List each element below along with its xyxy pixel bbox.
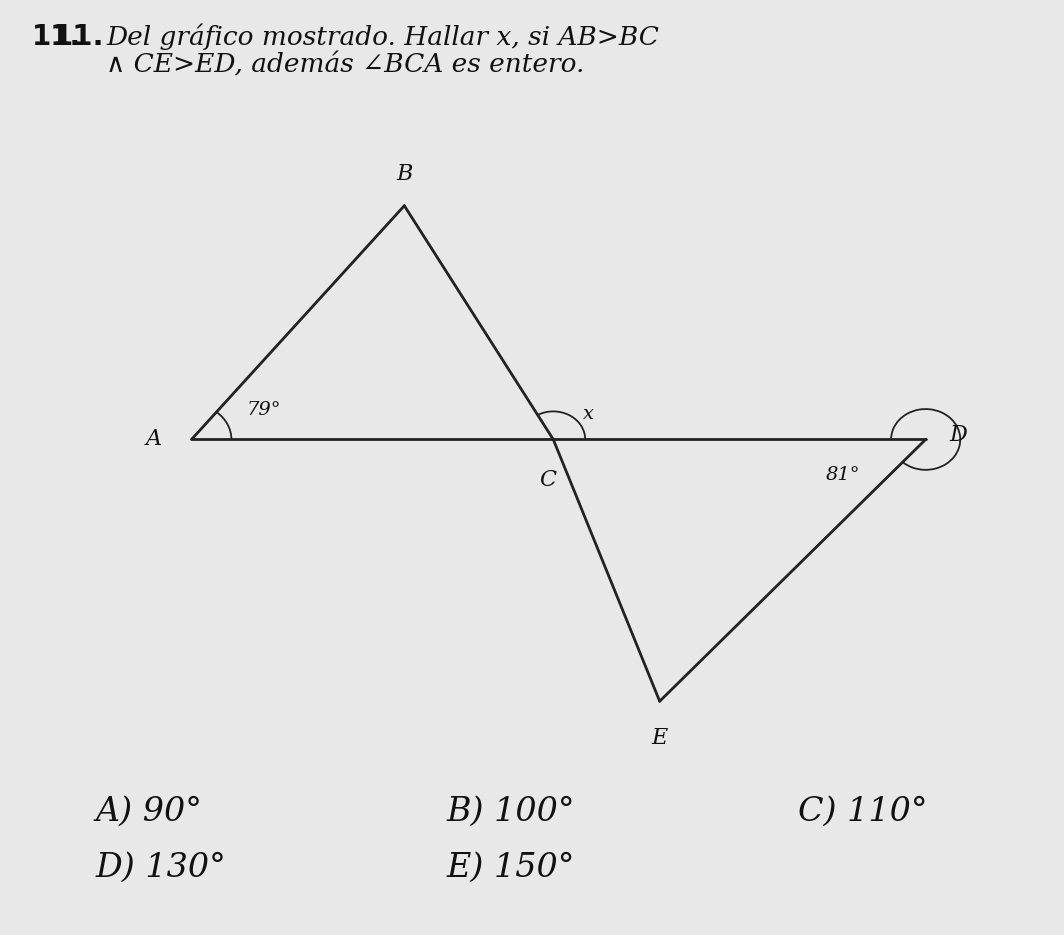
Text: 11.: 11. — [53, 23, 105, 51]
Text: B) 100°: B) 100° — [447, 796, 576, 827]
Text: D) 130°: D) 130° — [96, 852, 227, 884]
Text: A) 90°: A) 90° — [96, 796, 203, 827]
Text: C) 110°: C) 110° — [798, 796, 928, 827]
Text: ∧ CE>ED, además ∠BCA es entero.: ∧ CE>ED, además ∠BCA es entero. — [106, 51, 585, 77]
Text: 81°: 81° — [826, 466, 860, 483]
Text: A: A — [146, 428, 162, 451]
Text: C: C — [539, 469, 556, 492]
Text: 79°: 79° — [247, 401, 281, 419]
Text: E: E — [651, 727, 668, 750]
Text: 11.: 11. — [32, 23, 81, 51]
Text: B: B — [396, 163, 413, 185]
Text: x: x — [583, 405, 594, 423]
Text: D: D — [949, 424, 967, 446]
Text: E) 150°: E) 150° — [447, 852, 576, 884]
Text: Del gráfico mostrado. Hallar x, si AB>BC: Del gráfico mostrado. Hallar x, si AB>BC — [106, 23, 660, 50]
